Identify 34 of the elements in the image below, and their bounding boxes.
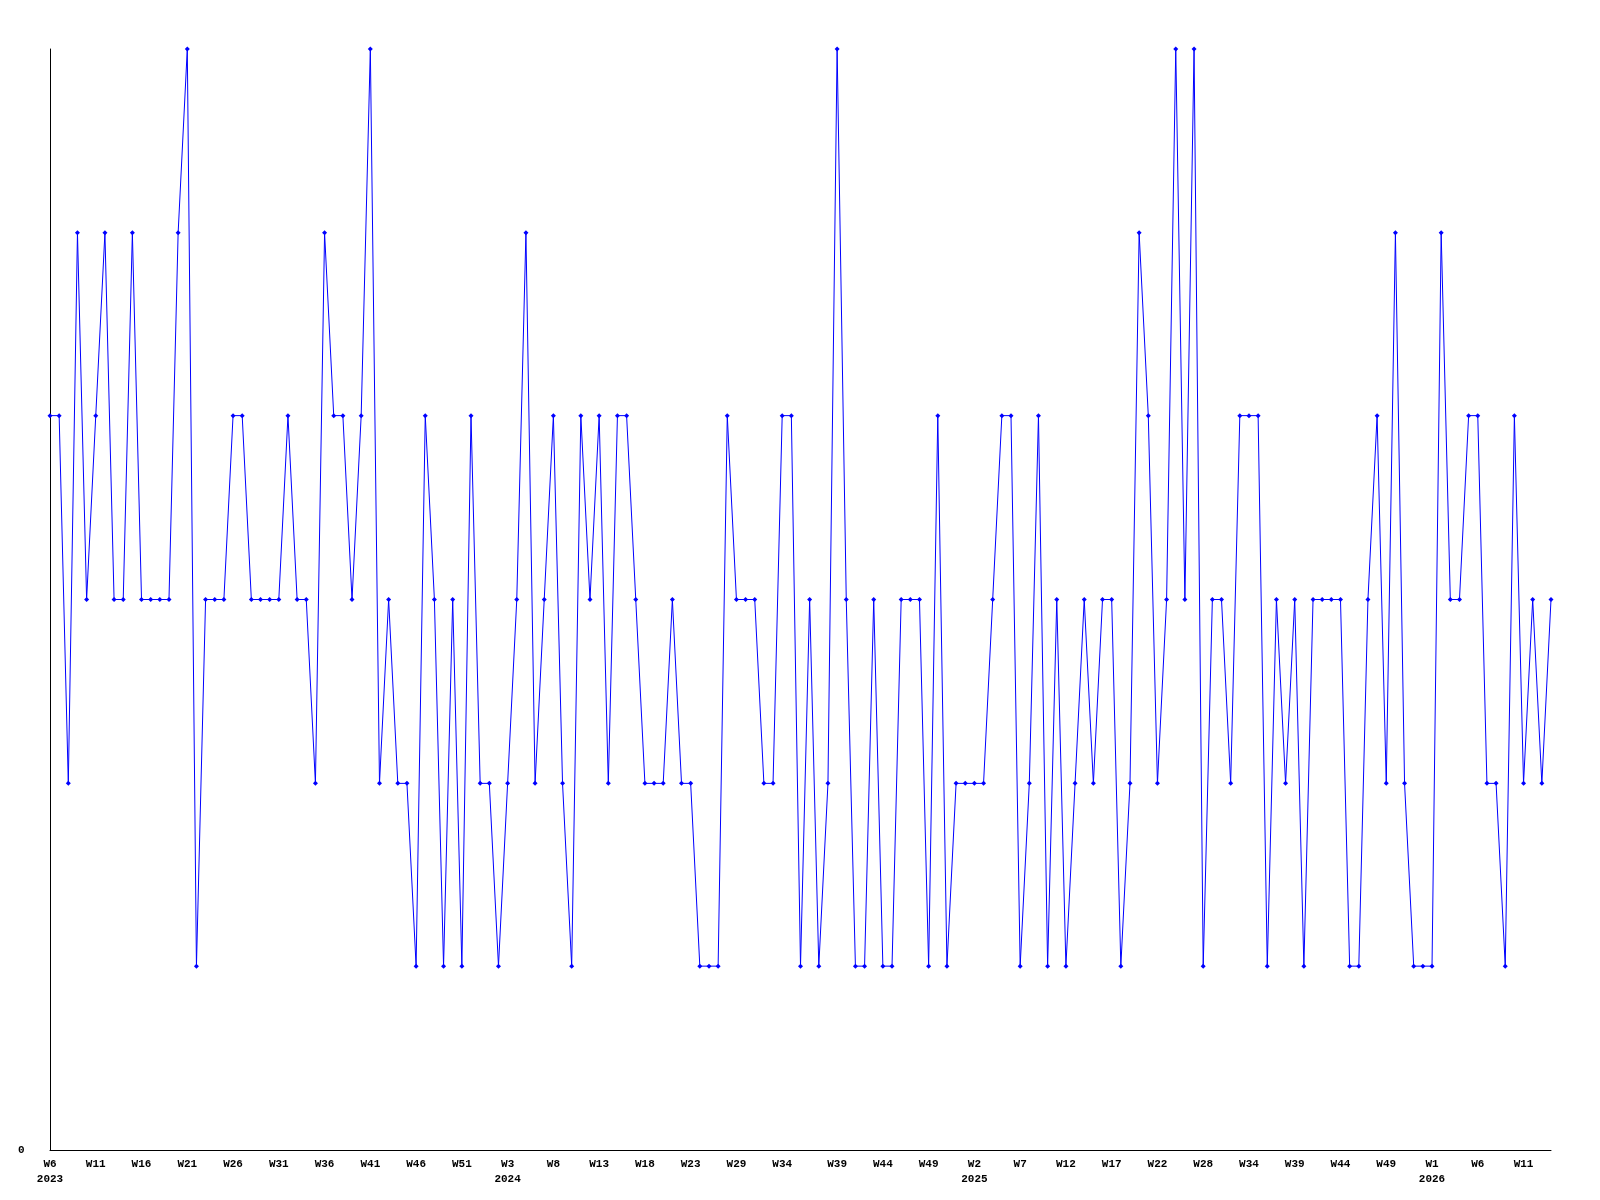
x-tick-label: W36 <box>314 1157 335 1170</box>
x-tick-label: W44 <box>1330 1157 1351 1170</box>
x-tick-label: W6 2023 <box>36 1157 64 1185</box>
x-tick-label: W49 <box>1376 1157 1397 1170</box>
x-tick-label: W21 <box>177 1157 198 1170</box>
x-tick-label: W23 <box>680 1157 701 1170</box>
x-tick-label: W6 <box>1471 1157 1485 1170</box>
x-tick-label: W8 <box>546 1157 561 1170</box>
x-tick-label: W17 <box>1101 1157 1122 1170</box>
x-tick-label: W51 <box>451 1157 473 1170</box>
text: 0 <box>18 1143 25 1156</box>
x-tick-label: W26 <box>223 1157 243 1170</box>
x-tick-label: W3 2024 <box>494 1157 522 1185</box>
x-tick-label: W39 <box>827 1157 848 1170</box>
x-tick-label: W18 <box>635 1157 656 1170</box>
x-tick-label: W12 <box>1056 1157 1076 1170</box>
x-tick-label: W39 <box>1284 1157 1305 1170</box>
x-tick-label: W46 <box>406 1157 426 1170</box>
x-tick-label: W11 <box>85 1157 107 1170</box>
x-tick-label: W41 <box>360 1157 381 1170</box>
x-tick-label: W44 <box>872 1157 894 1170</box>
x-tick-label: W29 <box>726 1157 747 1170</box>
x-tick-label: W2 2025 <box>961 1157 988 1185</box>
x-tick-label: W7 <box>1013 1157 1027 1170</box>
x-tick-label: W1 2026 <box>1418 1157 1446 1185</box>
x-tick-label: W13 <box>589 1157 610 1170</box>
x-tick-label: W31 <box>268 1157 290 1170</box>
x-tick-label: W49 <box>918 1157 939 1170</box>
x-tick-label: W22 <box>1147 1157 1168 1170</box>
x-tick-label: W28 <box>1193 1157 1214 1170</box>
x-tick-label: W11 <box>1513 1157 1534 1170</box>
x-tick-label: W34 <box>772 1157 793 1170</box>
x-tick-label: W34 <box>1239 1157 1260 1170</box>
x-tick-label: W16 <box>131 1157 152 1170</box>
